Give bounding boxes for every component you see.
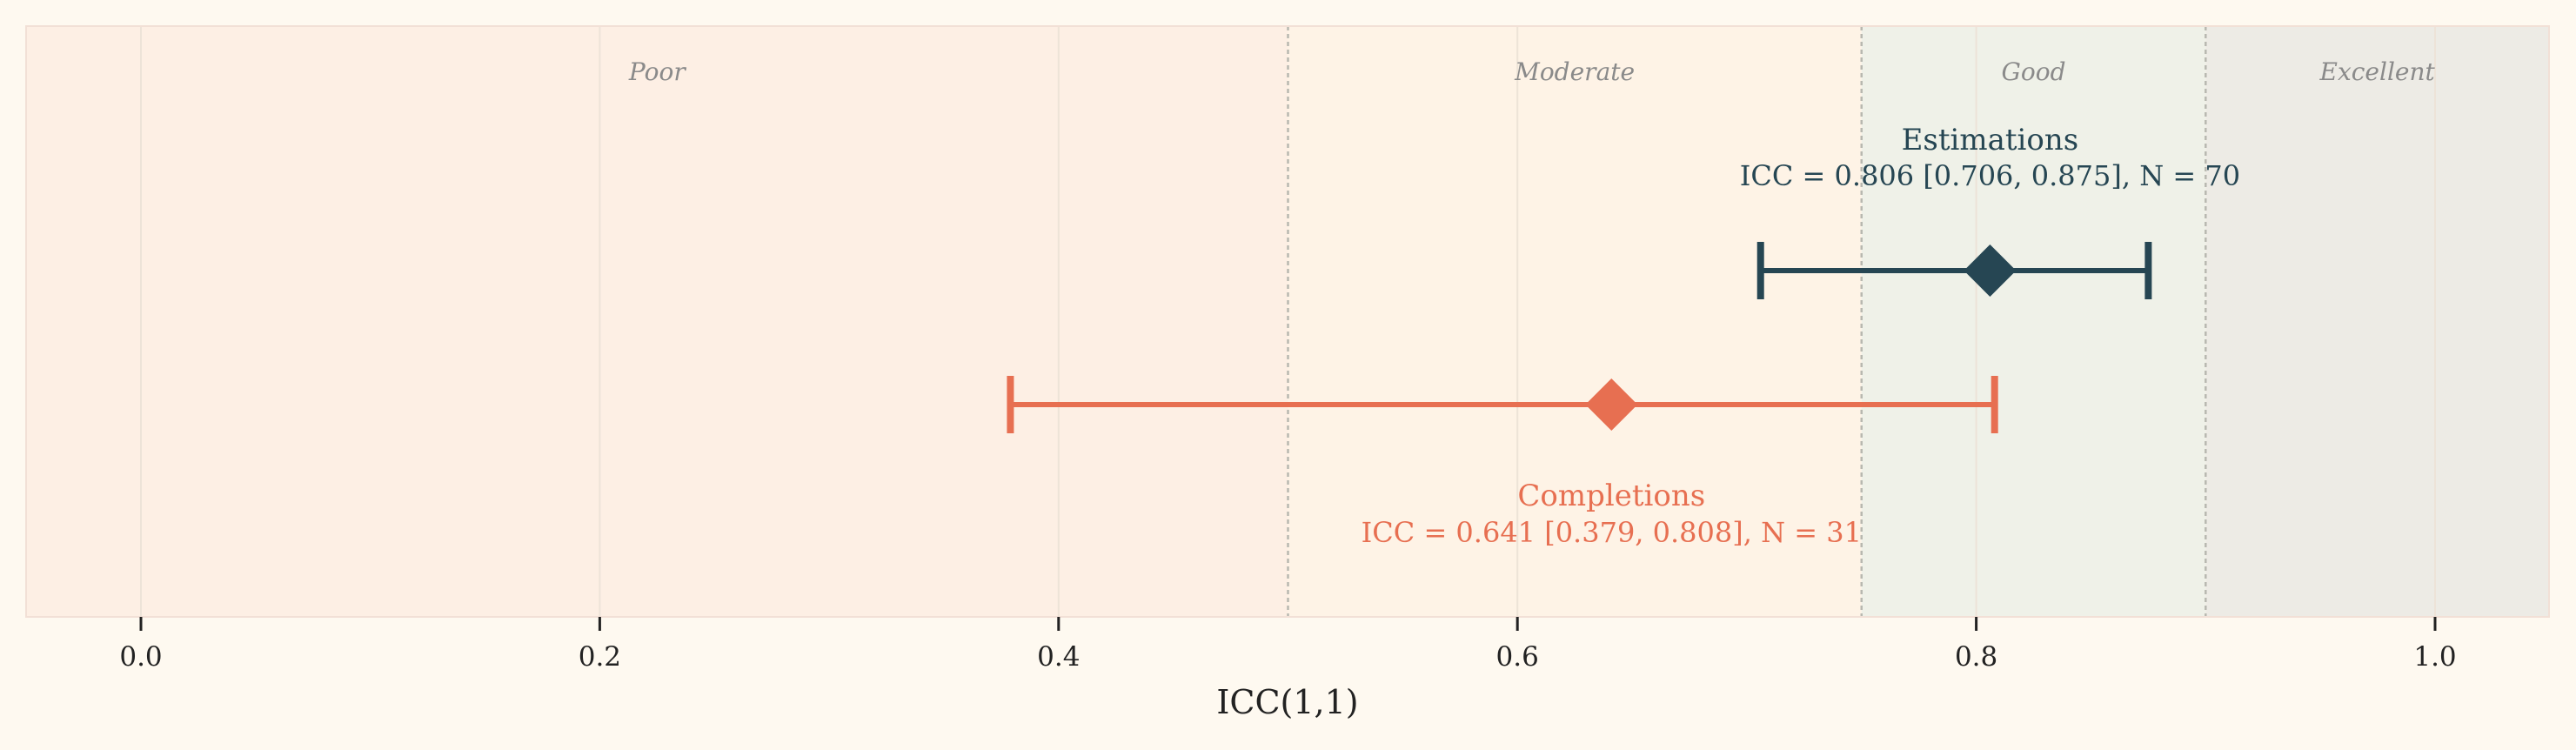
gridlines	[140, 26, 2436, 617]
diamond-marker-icon	[1964, 244, 2017, 297]
annotation-text: ICC = 0.641 [0.379, 0.808], N = 31	[1362, 516, 1862, 549]
x-tick-label: 0.4	[1037, 641, 1080, 673]
annotation-title: Estimations	[1902, 123, 2079, 157]
band-good	[1861, 26, 2206, 617]
x-tick-label: 0.0	[119, 641, 162, 673]
diamond-marker-icon	[1585, 378, 1638, 431]
annotation-text: ICC = 0.806 [0.706, 0.875], N = 70	[1740, 159, 2240, 192]
band-poor	[26, 26, 1288, 617]
band-label-excellent: Excellent	[2319, 57, 2436, 86]
x-tick-label: 0.2	[579, 641, 621, 673]
x-axis: 0.0 0.2 0.4 0.6 0.8 1.0	[119, 617, 2457, 673]
plot-frame	[25, 25, 2550, 618]
band-labels: Poor Moderate Good Excellent	[628, 57, 2436, 86]
x-tick-label: 1.0	[2413, 641, 2456, 673]
band-moderate	[1288, 26, 1862, 617]
x-tick-label: 0.6	[1496, 641, 1539, 673]
band-label-good: Good	[2002, 57, 2066, 86]
band-label-moderate: Moderate	[1514, 57, 1635, 86]
annotation-title: Completions	[1517, 479, 1705, 513]
x-axis-label: ICC(1,1)	[1216, 683, 1358, 721]
band-label-poor: Poor	[628, 57, 686, 86]
x-tick-label: 0.8	[1955, 641, 1997, 673]
band-excellent	[2205, 26, 2549, 617]
reliability-bands	[26, 26, 2549, 617]
